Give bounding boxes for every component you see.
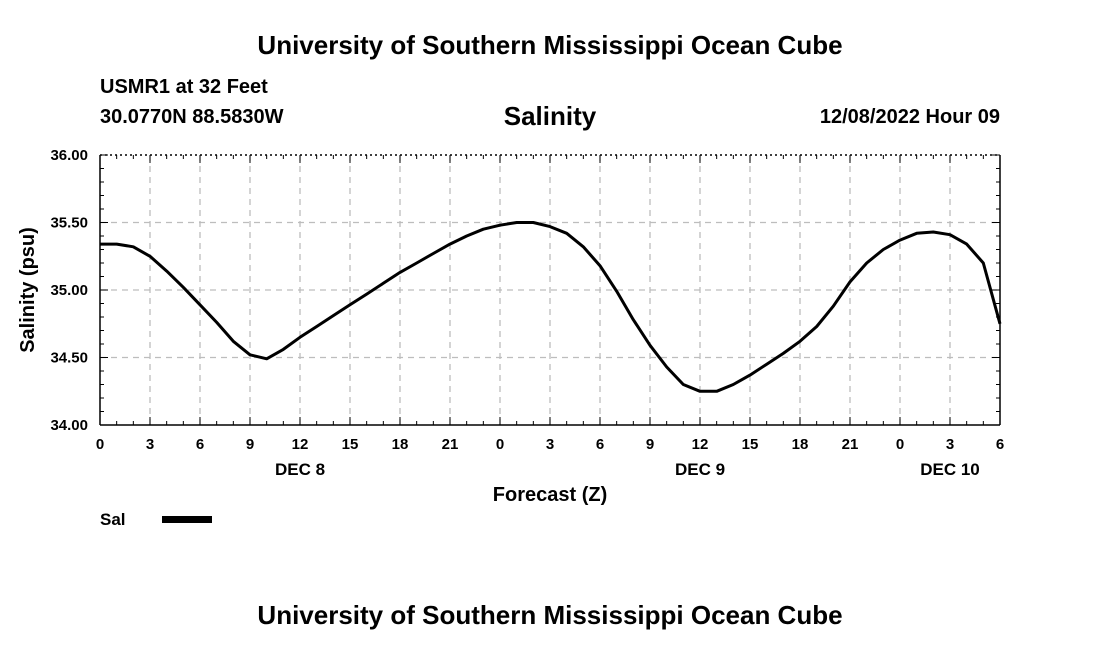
x-tick-label: 15 xyxy=(342,436,359,453)
x-tick-label: 6 xyxy=(196,436,204,453)
x-tick-label: 18 xyxy=(392,436,409,453)
x-tick-label: 0 xyxy=(96,436,104,453)
footer-title: University of Southern Mississippi Ocean… xyxy=(257,600,843,630)
datetime-label: 12/08/2022 Hour 09 xyxy=(819,106,1000,128)
y-tick-label: 36.00 xyxy=(50,147,88,164)
date-label: DEC 9 xyxy=(675,460,725,479)
y-tick-label: 35.50 xyxy=(50,215,88,232)
date-label: DEC 10 xyxy=(920,460,980,479)
y-tick-label: 35.00 xyxy=(50,282,88,299)
x-tick-label: 0 xyxy=(496,436,504,453)
station-label: USMR1 at 32 Feet xyxy=(100,76,268,98)
x-tick-label: 3 xyxy=(146,436,154,453)
x-tick-label: 6 xyxy=(596,436,604,453)
x-tick-label: 3 xyxy=(946,436,954,453)
legend-line-swatch xyxy=(162,516,212,523)
series-line-sal xyxy=(100,221,1002,393)
x-tick-label: 15 xyxy=(742,436,759,453)
y-tick-label: 34.50 xyxy=(50,350,88,367)
x-tick-label: 21 xyxy=(442,436,459,453)
x-tick-label: 12 xyxy=(692,436,709,453)
date-label: DEC 8 xyxy=(275,460,325,479)
x-tick-label: 6 xyxy=(996,436,1004,453)
coordinates-label: 30.0770N 88.5830W xyxy=(100,106,284,128)
salinity-chart: 0 3 6 9 12 15 18 21 0 3 6 9 12 15 18 21 0 3 6 34.00 34.50 35.… xyxy=(17,147,1004,506)
x-tick-label: 0 xyxy=(896,436,904,453)
x-tick-label: 12 xyxy=(292,436,309,453)
y-tick-label: 34.00 xyxy=(50,417,88,434)
x-tick-label: 18 xyxy=(792,436,809,453)
page-title: University of Southern Mississippi Ocean… xyxy=(257,30,843,60)
legend-label: Sal xyxy=(100,510,126,529)
x-tick-label: 9 xyxy=(646,436,654,453)
x-tick-label: 9 xyxy=(246,436,254,453)
x-tick-label: 3 xyxy=(546,436,554,453)
x-axis-title: Forecast (Z) xyxy=(493,484,607,506)
chart-title: Salinity xyxy=(503,101,597,131)
x-tick-label: 21 xyxy=(842,436,859,453)
y-axis-title: Salinity (psu) xyxy=(17,227,39,353)
